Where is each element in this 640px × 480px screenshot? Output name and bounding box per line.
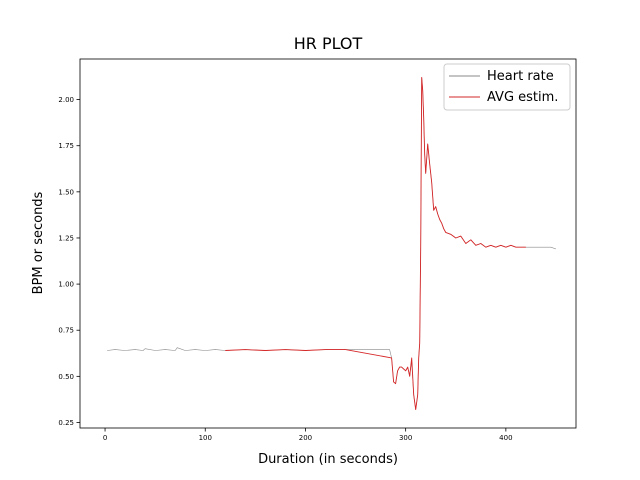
legend: Heart rate AVG estim. [443,63,571,111]
y-tick-label: 1.50 [58,188,74,196]
y-tick-label: 1.75 [58,142,74,150]
series-layer [107,76,557,411]
chart-title: HR PLOT [294,34,363,53]
axes-frame [79,58,577,429]
x-tick-label: 200 [299,434,312,442]
y-tick-label: 0.50 [58,373,74,381]
legend-label-heart-rate: Heart rate [487,69,554,84]
y-tick-label: 1.00 [58,281,74,289]
x-tick-label: 400 [499,434,512,442]
x-tick-label: 0 [103,434,107,442]
series-line-avg-estim [225,76,526,411]
legend-label-avg-estim: AVG estim. [487,90,558,105]
x-axis-ticks: 0 100 200 300 400 [103,428,513,442]
y-tick-label: 0.75 [58,327,74,335]
y-tick-label: 1.25 [58,234,74,242]
y-axis-label: BPM or seconds [31,191,46,294]
x-axis-label: Duration (in seconds) [258,452,398,467]
y-tick-label: 0.25 [58,419,74,427]
y-axis-ticks: 0.25 0.50 0.75 1.00 1.25 1.50 1.75 2.00 [58,96,80,427]
x-tick-label: 300 [399,434,412,442]
y-tick-label: 2.00 [58,96,74,104]
x-tick-label: 100 [199,434,212,442]
